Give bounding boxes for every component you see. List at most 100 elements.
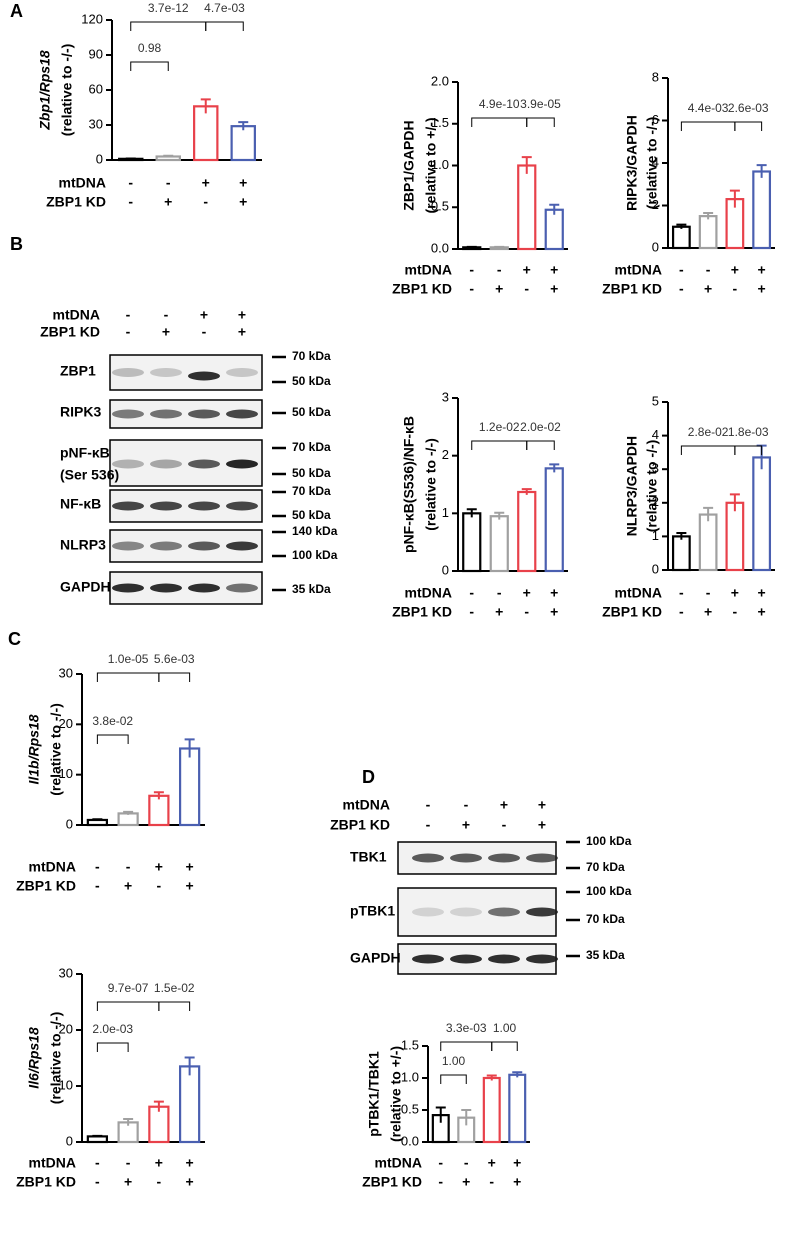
- y-axis-label: RIPK3/GAPDH: [624, 115, 640, 211]
- significance-bracket: [96, 1042, 129, 1052]
- condition-value: +: [758, 262, 766, 278]
- blot-band: [188, 371, 220, 381]
- condition-value: -: [157, 878, 162, 894]
- marker-label: 70 kDa: [586, 860, 625, 874]
- p-value: 1.5e-02: [154, 981, 195, 995]
- error-bar: [494, 511, 505, 520]
- condition-value: +: [523, 585, 531, 601]
- condition-name: mtDNA: [615, 262, 662, 278]
- condition-value: -: [203, 194, 208, 210]
- condition-name: ZBP1 KD: [392, 604, 452, 620]
- condition-name: ZBP1 KD: [40, 324, 100, 340]
- y-axis-label: (relative to -/-): [48, 1012, 64, 1105]
- marker-label: 50 kDa: [292, 466, 331, 480]
- condition-value: -: [706, 262, 711, 278]
- condition-value: -: [469, 262, 474, 278]
- y-tick-label: 90: [89, 46, 103, 61]
- bar: [489, 515, 509, 573]
- condition-value: +: [124, 878, 132, 894]
- significance-bracket: [440, 1074, 467, 1084]
- marker-label: 70 kDa: [586, 912, 625, 926]
- condition-value: +: [550, 585, 558, 601]
- significance-bracket: [471, 440, 528, 450]
- condition-value: +: [202, 175, 210, 191]
- y-axis-label: (relative to -/-): [59, 44, 75, 137]
- y-tick-label: 2: [652, 197, 659, 212]
- blot-band: [150, 368, 182, 377]
- y-tick-label: 0: [442, 562, 449, 577]
- bar: [148, 1105, 170, 1144]
- condition-value: -: [679, 604, 684, 620]
- y-axis-label: Zbp1/Rps18: [37, 50, 53, 131]
- blot-band: [226, 583, 258, 593]
- blot-band: [150, 583, 182, 593]
- condition-value: +: [513, 1155, 521, 1171]
- y-tick-label: 1.0: [431, 157, 449, 172]
- condition-value: -: [502, 817, 507, 833]
- condition-value: +: [462, 1174, 470, 1190]
- significance-bracket: [130, 61, 169, 71]
- panel-letter: B: [10, 234, 23, 254]
- y-tick-label: 1.5: [401, 1037, 419, 1052]
- blot-band: [412, 853, 444, 863]
- significance-bracket: [491, 1041, 518, 1051]
- blot-band: [526, 907, 558, 917]
- condition-value: +: [500, 797, 508, 813]
- error-bar: [703, 506, 714, 522]
- blot-band: [450, 954, 482, 964]
- p-value: 1.0e-05: [108, 652, 149, 666]
- condition-value: -: [157, 1174, 162, 1190]
- panel-letter: C: [8, 629, 21, 649]
- bar: [544, 208, 564, 251]
- p-value: 2.8e-02: [688, 425, 729, 439]
- condition-value: +: [495, 281, 503, 297]
- marker-label: 70 kDa: [292, 349, 331, 363]
- condition-name: ZBP1 KD: [16, 878, 76, 894]
- condition-value: -: [469, 281, 474, 297]
- condition-value: +: [523, 262, 531, 278]
- condition-value: +: [238, 324, 246, 340]
- bar: [86, 1135, 109, 1144]
- p-value: 2.6e-03: [728, 101, 769, 115]
- blot-row-label: GAPDH: [60, 579, 111, 595]
- condition-value: -: [733, 604, 738, 620]
- blot-row-label: (Ser 536): [60, 467, 119, 483]
- condition-value: -: [679, 262, 684, 278]
- marker-label: 50 kDa: [292, 374, 331, 388]
- condition-value: +: [758, 585, 766, 601]
- condition-value: -: [679, 585, 684, 601]
- y-tick-label: 6: [652, 112, 659, 127]
- blot-band: [450, 853, 482, 863]
- blot-band: [412, 954, 444, 964]
- condition-value: -: [464, 797, 469, 813]
- y-tick-label: 2: [442, 447, 449, 462]
- condition-name: ZBP1 KD: [362, 1174, 422, 1190]
- condition-value: +: [186, 1155, 194, 1171]
- condition-value: +: [462, 817, 470, 833]
- condition-value: -: [438, 1174, 443, 1190]
- condition-value: -: [426, 817, 431, 833]
- blot-row-label: pTBK1: [350, 903, 395, 919]
- blot-band: [450, 907, 482, 917]
- condition-value: +: [239, 194, 247, 210]
- y-tick-label: 20: [59, 716, 73, 731]
- blot-band: [488, 954, 520, 964]
- error-bar: [200, 98, 211, 114]
- bar: [752, 170, 772, 250]
- condition-value: +: [550, 262, 558, 278]
- y-axis-label: Il6/Rps18: [26, 1027, 42, 1089]
- condition-value: -: [524, 604, 529, 620]
- error-bar: [676, 223, 687, 229]
- blot-band: [526, 954, 558, 964]
- condition-value: +: [704, 604, 712, 620]
- y-tick-label: 3: [442, 389, 449, 404]
- error-bar: [153, 791, 164, 800]
- condition-value: -: [497, 262, 502, 278]
- y-tick-label: 10: [59, 1077, 73, 1092]
- y-tick-label: 4: [652, 154, 659, 169]
- y-tick-label: 1.5: [431, 115, 449, 130]
- y-axis-label: (relative to -/-): [48, 703, 64, 796]
- y-tick-label: 0: [66, 816, 73, 831]
- condition-value: +: [239, 175, 247, 191]
- condition-value: +: [495, 604, 503, 620]
